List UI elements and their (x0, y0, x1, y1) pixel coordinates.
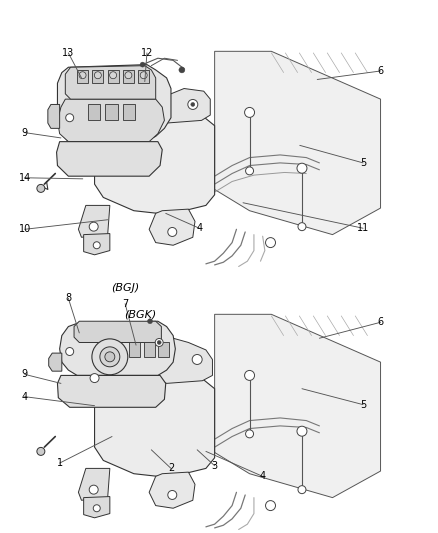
Polygon shape (57, 142, 162, 176)
Text: 10: 10 (18, 224, 31, 235)
Polygon shape (84, 497, 110, 518)
Circle shape (168, 228, 177, 237)
Polygon shape (65, 66, 155, 99)
Circle shape (148, 319, 152, 324)
Text: 6: 6 (378, 317, 384, 327)
Circle shape (265, 500, 276, 511)
Polygon shape (123, 70, 134, 83)
Polygon shape (149, 472, 195, 508)
Polygon shape (57, 99, 164, 142)
Circle shape (110, 72, 117, 79)
Text: (BGK): (BGK) (124, 309, 156, 319)
Circle shape (298, 223, 306, 231)
Text: 5: 5 (360, 400, 366, 410)
Circle shape (188, 100, 198, 109)
Polygon shape (130, 343, 141, 357)
Circle shape (93, 505, 100, 512)
Polygon shape (158, 343, 169, 357)
Polygon shape (95, 115, 215, 213)
Text: 14: 14 (18, 173, 31, 183)
Text: 6: 6 (378, 66, 384, 76)
Circle shape (89, 485, 98, 494)
Circle shape (66, 114, 74, 122)
Text: 2: 2 (168, 463, 174, 473)
Circle shape (297, 163, 307, 173)
Circle shape (244, 108, 254, 117)
Polygon shape (74, 321, 161, 343)
Circle shape (265, 238, 276, 247)
Circle shape (297, 426, 307, 436)
Circle shape (168, 490, 177, 499)
Polygon shape (57, 64, 171, 142)
Text: 11: 11 (357, 223, 369, 233)
Circle shape (94, 72, 101, 79)
Circle shape (140, 62, 145, 67)
Polygon shape (60, 321, 175, 375)
Polygon shape (215, 51, 381, 235)
Polygon shape (48, 104, 60, 128)
Polygon shape (84, 233, 110, 255)
Circle shape (37, 184, 45, 192)
Circle shape (90, 374, 99, 383)
Circle shape (140, 72, 147, 79)
Circle shape (246, 430, 254, 438)
Circle shape (37, 447, 45, 455)
Polygon shape (215, 314, 381, 498)
Text: 4: 4 (196, 223, 202, 233)
Circle shape (79, 72, 86, 79)
Circle shape (93, 242, 100, 249)
Polygon shape (144, 343, 155, 357)
Polygon shape (95, 378, 215, 477)
Circle shape (100, 347, 120, 367)
Circle shape (157, 341, 161, 344)
Circle shape (244, 370, 254, 381)
Polygon shape (147, 338, 212, 383)
Text: 3: 3 (212, 461, 218, 471)
Circle shape (66, 348, 74, 356)
Polygon shape (77, 70, 88, 83)
Circle shape (192, 354, 202, 365)
Circle shape (89, 222, 98, 231)
Polygon shape (106, 104, 118, 120)
Circle shape (105, 352, 115, 362)
Text: 4: 4 (21, 392, 28, 402)
Text: 13: 13 (62, 48, 74, 58)
Text: (BGJ): (BGJ) (111, 282, 139, 293)
Polygon shape (57, 375, 166, 407)
Circle shape (155, 338, 163, 346)
Polygon shape (49, 353, 62, 371)
Text: 12: 12 (141, 48, 153, 58)
Circle shape (191, 102, 195, 107)
Text: 8: 8 (65, 293, 71, 303)
Polygon shape (78, 469, 110, 500)
Circle shape (92, 339, 128, 375)
Text: 1: 1 (57, 458, 63, 468)
Polygon shape (147, 88, 210, 123)
Text: 9: 9 (21, 369, 28, 379)
Polygon shape (123, 104, 135, 120)
Text: 4: 4 (260, 471, 266, 481)
Circle shape (298, 486, 306, 494)
Polygon shape (78, 205, 110, 237)
Polygon shape (92, 70, 103, 83)
Polygon shape (108, 70, 119, 83)
Text: 5: 5 (360, 158, 366, 168)
Circle shape (246, 167, 254, 175)
Polygon shape (88, 104, 100, 120)
Circle shape (125, 72, 132, 79)
Text: 9: 9 (21, 127, 28, 138)
Polygon shape (138, 70, 149, 83)
Circle shape (179, 67, 185, 73)
Circle shape (90, 110, 99, 119)
Text: 7: 7 (122, 298, 128, 309)
Polygon shape (149, 209, 195, 245)
